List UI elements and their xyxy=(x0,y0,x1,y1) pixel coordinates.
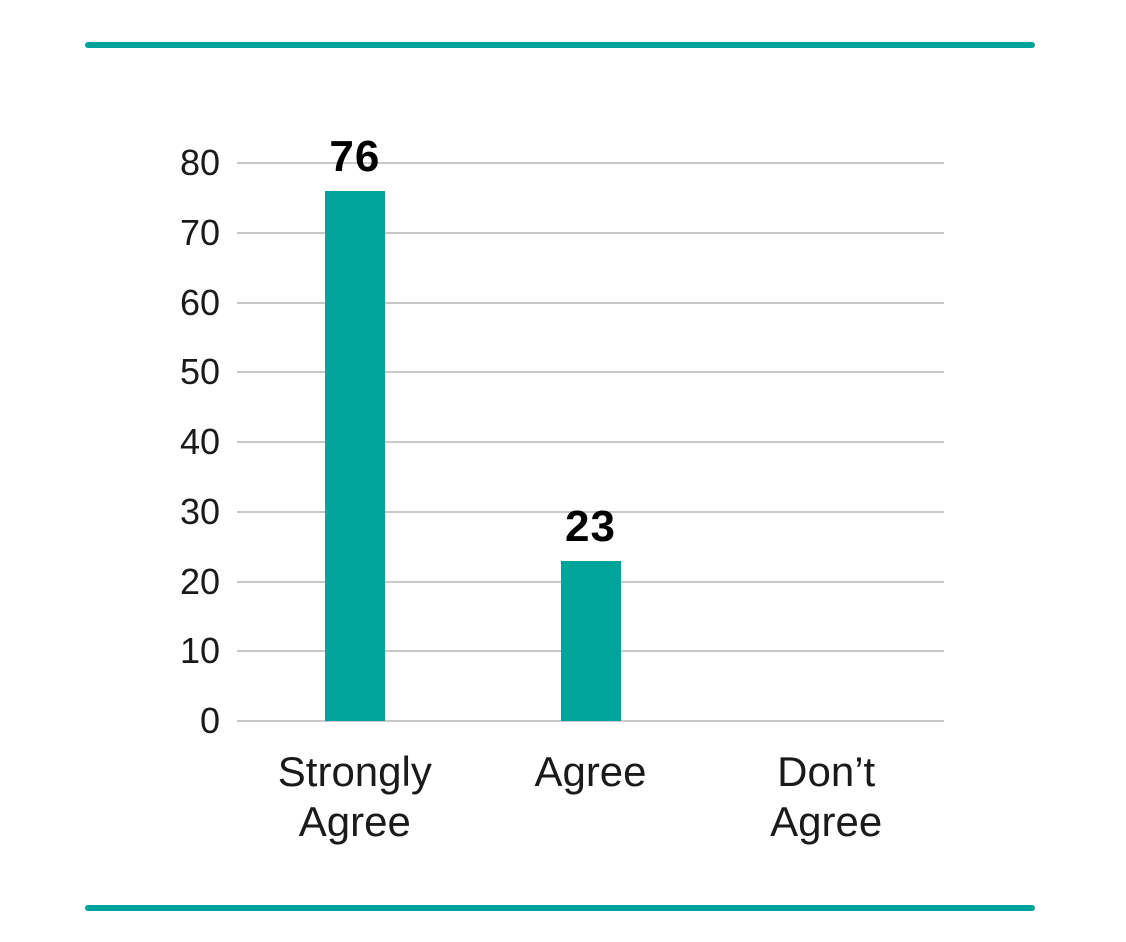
y-axis-tick-label: 10 xyxy=(179,630,220,672)
y-axis-tick-label: 0 xyxy=(199,700,220,741)
category-column: Don’t Agree xyxy=(708,163,944,845)
y-axis-tick-label: 40 xyxy=(179,421,220,462)
y-axis-tick-label: 50 xyxy=(179,351,220,393)
x-axis-category-label: Don’t Agree xyxy=(770,748,883,845)
y-axis-tick-label: 70 xyxy=(179,211,220,253)
bar-chart-plot-area: 0 10 20 30 40 50 60 70 80 76 Strongly Agree 23 Agree… xyxy=(180,134,944,845)
x-axis-category-label: Agree xyxy=(534,748,647,795)
bottom-divider xyxy=(85,905,1035,911)
gridline xyxy=(237,720,944,722)
y-axis-tick-label: 60 xyxy=(179,281,220,323)
gridline xyxy=(237,510,944,513)
bar xyxy=(324,190,385,721)
bar-value-label: 23 xyxy=(565,501,616,551)
bar-value-label: 76 xyxy=(329,131,381,181)
top-divider xyxy=(85,42,1035,48)
x-axis-category-label: Strongly Agree xyxy=(277,748,432,845)
gridline xyxy=(237,441,944,443)
category-column: 76 Strongly Agree xyxy=(237,134,473,845)
category-column: 23 Agree xyxy=(473,163,709,795)
y-axis-tick-label: 20 xyxy=(179,560,220,602)
y-axis-tick-label: 30 xyxy=(179,490,220,532)
gridline xyxy=(237,301,944,304)
gridline xyxy=(237,371,944,374)
gridline xyxy=(237,162,944,164)
bar-columns: 76 Strongly Agree 23 Agree Don’t Agree xyxy=(237,134,944,845)
y-axis-tick-label: 80 xyxy=(179,142,220,183)
bar xyxy=(560,560,621,721)
gridline xyxy=(237,231,944,234)
